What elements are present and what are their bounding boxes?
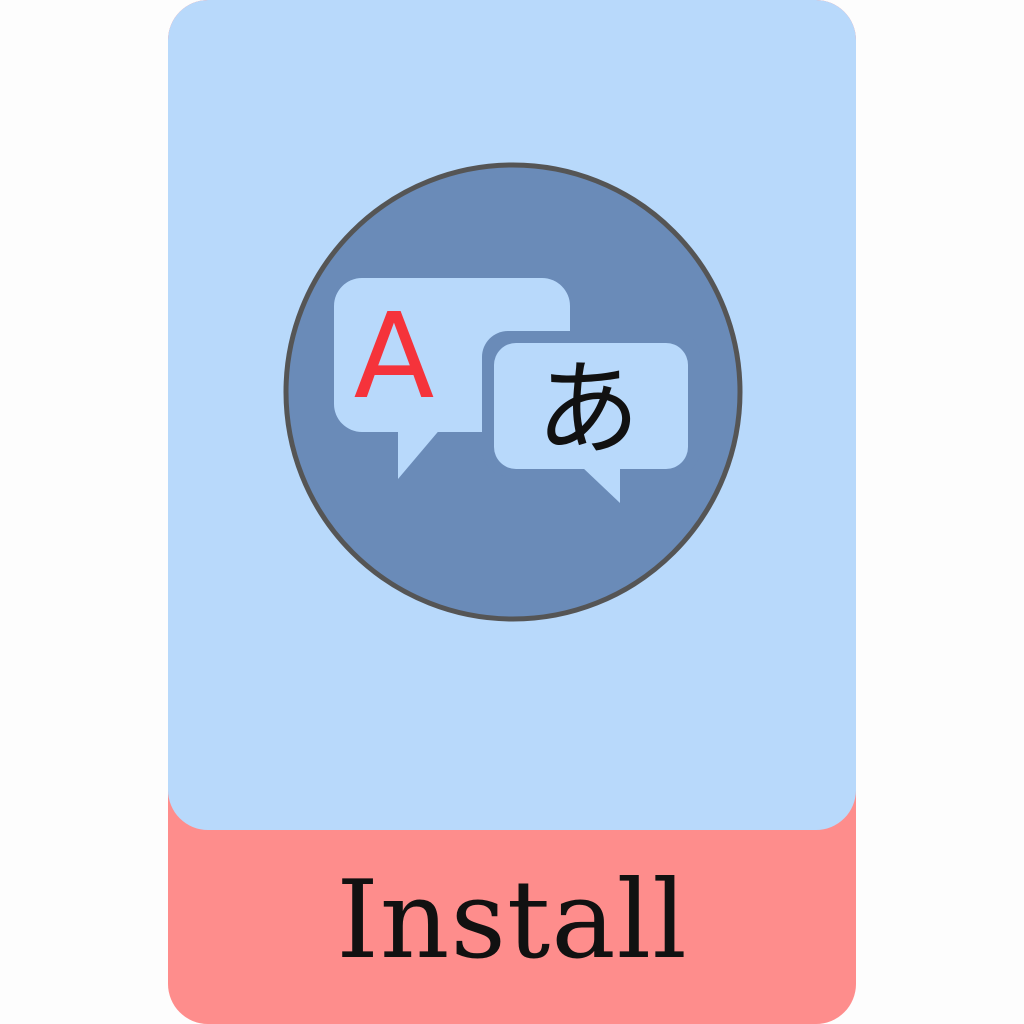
app-card: A あ Install — [168, 0, 856, 1024]
install-button[interactable]: Install — [168, 830, 856, 1024]
translate-icon-graphic: A あ — [283, 162, 743, 622]
app-card-top: A あ — [168, 0, 856, 830]
glyph-latin: A — [354, 287, 435, 425]
speech-bubble-right-icon: あ — [494, 343, 688, 503]
glyph-kana: あ — [536, 348, 640, 470]
translate-icon: A あ — [282, 161, 744, 623]
install-label: Install — [336, 858, 688, 983]
